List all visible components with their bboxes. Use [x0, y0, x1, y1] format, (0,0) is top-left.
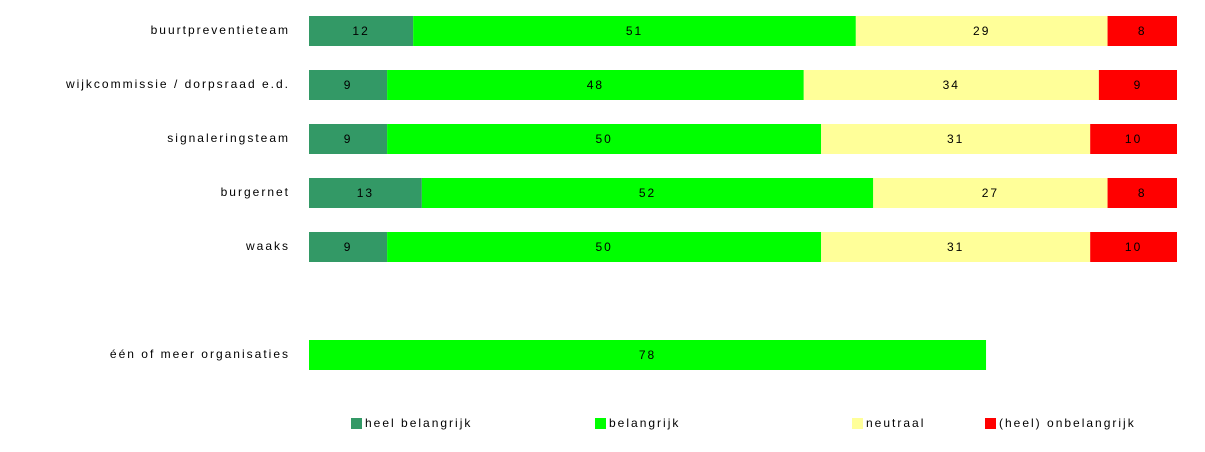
- data-label: 10: [1125, 132, 1142, 146]
- bar-segment: [309, 340, 987, 370]
- legend-swatch: [852, 418, 863, 429]
- data-label: 78: [639, 348, 656, 362]
- data-label: 9: [344, 240, 353, 254]
- legend-swatch: [985, 418, 996, 429]
- data-label: 50: [595, 132, 612, 146]
- data-label: 34: [943, 78, 960, 92]
- bar-segment: [1090, 124, 1177, 154]
- data-label: 8: [1138, 186, 1147, 200]
- data-label: 9: [344, 132, 353, 146]
- data-label: 27: [982, 186, 999, 200]
- bar-segment: [387, 70, 804, 100]
- bar-segment: [421, 178, 874, 208]
- data-label: 12: [352, 24, 369, 38]
- bar-segment: [387, 232, 822, 262]
- bar-segment: [803, 70, 1099, 100]
- data-label: 48: [587, 78, 604, 92]
- category-label: buurtpreventieteam: [151, 23, 290, 37]
- data-label: 29: [973, 24, 990, 38]
- data-label: 31: [947, 132, 964, 146]
- data-label: 51: [626, 24, 643, 38]
- category-label: burgernet: [221, 185, 290, 199]
- legend-label: heel belangrijk: [365, 416, 472, 430]
- category-label: signaleringsteam: [167, 131, 290, 145]
- bar-segment: [1107, 178, 1177, 208]
- category-label: één of meer organisaties: [110, 347, 290, 361]
- legend-label: belangrijk: [609, 416, 680, 430]
- legend-swatch: [595, 418, 606, 429]
- legend-label: (heel) onbelangrijk: [999, 416, 1136, 430]
- bar-segment: [1090, 232, 1177, 262]
- bar-segment: [309, 232, 388, 262]
- data-label: 9: [1134, 78, 1143, 92]
- bar-segment: [309, 178, 422, 208]
- data-label: 13: [357, 186, 374, 200]
- bar-segment: [855, 16, 1108, 46]
- bar-segment: [1098, 70, 1177, 100]
- legend-swatch: [351, 418, 362, 429]
- data-label: 9: [344, 78, 353, 92]
- bar-segment: [873, 178, 1108, 208]
- legend-label: neutraal: [866, 416, 925, 430]
- bar-segment: [387, 124, 822, 154]
- data-label: 50: [595, 240, 612, 254]
- bar-segment: [1107, 16, 1177, 46]
- data-label: 31: [947, 240, 964, 254]
- bar-segment: [309, 16, 414, 46]
- category-label: waaks: [245, 239, 290, 253]
- bar-segment: [309, 70, 388, 100]
- bar-segment: [821, 124, 1091, 154]
- bar-segment: [309, 124, 388, 154]
- category-label: wijkcommissie / dorpsraad e.d.: [65, 77, 290, 91]
- data-label: 52: [639, 186, 656, 200]
- bar-segment: [821, 232, 1091, 262]
- data-label: 8: [1138, 24, 1147, 38]
- data-label: 10: [1125, 240, 1142, 254]
- bar-segment: [413, 16, 856, 46]
